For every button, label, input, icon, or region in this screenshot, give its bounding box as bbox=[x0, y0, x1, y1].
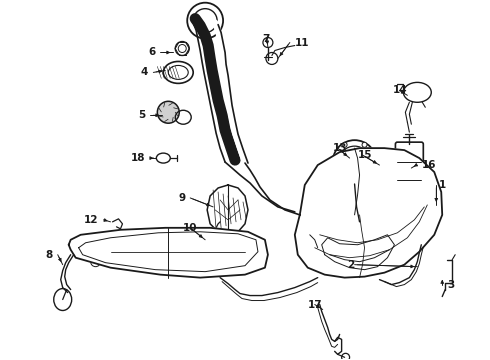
Text: 16: 16 bbox=[421, 160, 436, 170]
Circle shape bbox=[372, 159, 377, 165]
Text: 11: 11 bbox=[295, 37, 309, 48]
Text: 8: 8 bbox=[46, 250, 53, 260]
Text: 6: 6 bbox=[148, 48, 155, 58]
Text: 4: 4 bbox=[141, 67, 148, 77]
Text: 15: 15 bbox=[358, 150, 372, 160]
FancyBboxPatch shape bbox=[395, 142, 423, 202]
Text: 17: 17 bbox=[308, 300, 322, 310]
Polygon shape bbox=[69, 228, 268, 278]
Circle shape bbox=[362, 142, 367, 147]
Text: 13: 13 bbox=[333, 143, 347, 153]
Text: 10: 10 bbox=[183, 223, 198, 233]
Circle shape bbox=[332, 159, 337, 165]
Circle shape bbox=[362, 177, 367, 182]
Text: 5: 5 bbox=[138, 110, 146, 120]
Text: 3: 3 bbox=[447, 280, 454, 289]
Text: 7: 7 bbox=[262, 33, 270, 44]
Text: 1: 1 bbox=[439, 180, 446, 190]
Circle shape bbox=[342, 142, 347, 147]
Text: 2: 2 bbox=[347, 260, 355, 270]
Text: 18: 18 bbox=[131, 153, 146, 163]
Circle shape bbox=[342, 177, 347, 182]
Text: 12: 12 bbox=[84, 215, 98, 225]
Polygon shape bbox=[295, 148, 442, 278]
Text: 14: 14 bbox=[392, 85, 407, 95]
Ellipse shape bbox=[157, 101, 179, 123]
Text: 9: 9 bbox=[178, 193, 185, 203]
